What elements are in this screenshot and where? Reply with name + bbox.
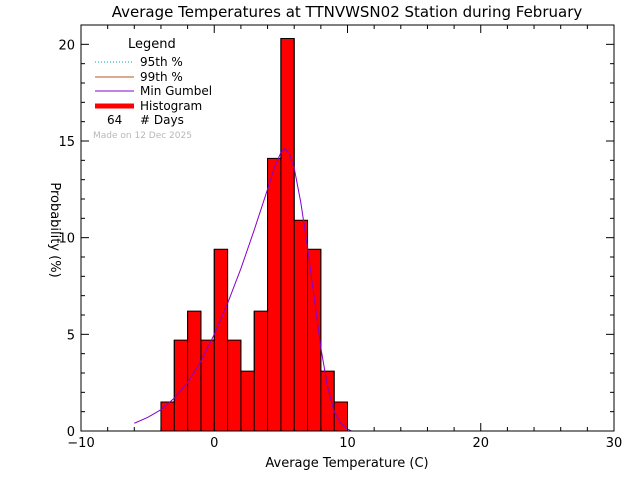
- gumbel-curve-group: [134, 148, 352, 432]
- histogram-bar: [307, 249, 321, 431]
- y-tick-label: 20: [58, 38, 75, 53]
- y-tick-label: 15: [58, 135, 75, 150]
- gumbel-curve: [134, 148, 352, 432]
- legend: Legend 95th % 99th % Min Gumbel Histogra…: [93, 37, 212, 141]
- histogram-bars: [160, 38, 348, 432]
- chart-title: Average Temperatures at TTNVWSN02 Statio…: [112, 3, 583, 21]
- histogram-bar: [320, 371, 335, 431]
- legend-label-95th: 95th %: [140, 55, 183, 69]
- legend-label-gumbel: Min Gumbel: [140, 84, 212, 98]
- histogram-bar: [214, 249, 228, 431]
- y-tick-label: 0: [67, 425, 75, 440]
- histogram-bar: [240, 371, 255, 431]
- histogram-bar: [227, 340, 241, 431]
- histogram-bar: [280, 38, 295, 432]
- histogram-bar: [267, 158, 281, 431]
- legend-title: Legend: [128, 37, 176, 52]
- histogram-bar: [254, 311, 268, 431]
- histogram-bar: [294, 220, 308, 431]
- x-axis-label: Average Temperature (C): [265, 456, 428, 471]
- legend-days-label: # Days: [140, 113, 184, 127]
- y-tick-label: 5: [67, 328, 75, 343]
- legend-label-99th: 99th %: [140, 70, 183, 84]
- x-tick-label: −10: [67, 436, 94, 451]
- x-tick-label: 30: [606, 436, 623, 451]
- x-tick-label: 0: [210, 436, 218, 451]
- histogram-bar: [187, 311, 201, 431]
- x-tick-label: 10: [339, 436, 356, 451]
- legend-label-histogram: Histogram: [140, 99, 202, 113]
- y-tick-label: 10: [58, 232, 75, 247]
- histogram-bar: [200, 340, 215, 431]
- histogram-bar: [334, 402, 348, 431]
- x-tick-label: 20: [472, 436, 489, 451]
- histogram-bar: [174, 340, 188, 431]
- made-on-watermark: Made on 12 Dec 2025: [93, 131, 192, 141]
- legend-days-count: 64: [107, 113, 122, 127]
- histogram-bar: [160, 402, 175, 431]
- y-axis-label: Probability (%): [47, 182, 62, 277]
